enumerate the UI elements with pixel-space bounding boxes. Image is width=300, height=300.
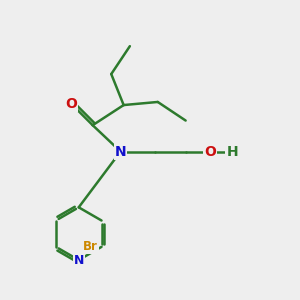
Text: O: O bbox=[65, 97, 77, 110]
Text: N: N bbox=[115, 145, 126, 158]
Text: O: O bbox=[205, 145, 216, 158]
Text: H: H bbox=[226, 145, 238, 158]
Text: Br: Br bbox=[83, 240, 98, 254]
Text: N: N bbox=[74, 254, 84, 266]
